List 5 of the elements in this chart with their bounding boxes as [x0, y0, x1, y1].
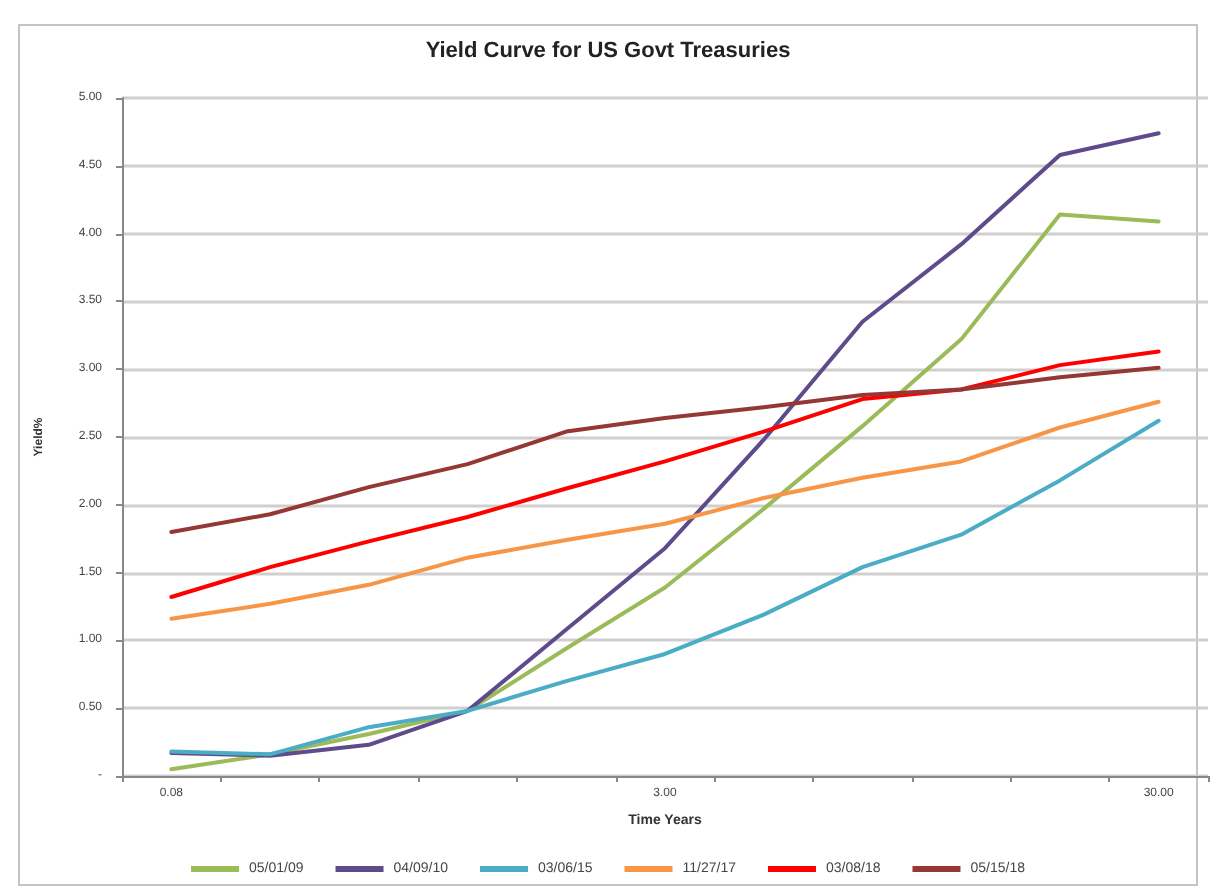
line-series	[169, 365, 1161, 534]
line-series	[169, 418, 1161, 757]
line-series	[169, 349, 1161, 600]
chart-title: Yield Curve for US Govt Treasuries	[425, 39, 791, 63]
line-series	[169, 399, 1161, 621]
